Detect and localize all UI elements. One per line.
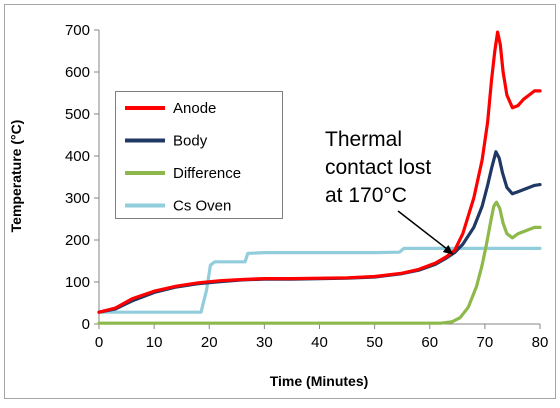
y-tick-label: 400 <box>65 148 90 165</box>
y-tick-label: 100 <box>65 274 90 291</box>
x-tick-label: 80 <box>532 334 549 351</box>
x-tick-label: 30 <box>256 334 273 351</box>
legend-label-body: Body <box>173 133 208 150</box>
y-tick-label: 200 <box>65 232 90 249</box>
x-tick-label: 70 <box>477 334 494 351</box>
legend: Anode Body Difference Cs Oven <box>115 91 283 219</box>
x-tick-label: 20 <box>201 334 218 351</box>
x-tick-label: 50 <box>366 334 383 351</box>
x-tick-label: 40 <box>311 334 328 351</box>
legend-label-anode: Anode <box>173 100 216 117</box>
y-tick-label: 500 <box>65 106 90 123</box>
x-tick-label: 10 <box>146 334 163 351</box>
y-tick-label: 300 <box>65 190 90 207</box>
y-axis-title: Temperature (°C) <box>8 120 24 233</box>
y-tick-label: 0 <box>82 316 90 333</box>
legend-label-difference: Difference <box>173 165 241 182</box>
y-tick-label: 700 <box>65 22 90 39</box>
annotation-text-line: contact lost <box>325 156 431 179</box>
annotation-arrow-line <box>397 210 451 253</box>
annotation-text-line: Thermal <box>325 128 402 151</box>
annotation: Thermal contact lost at 170°C <box>325 128 454 255</box>
y-tick-label: 600 <box>65 64 90 81</box>
x-tick-label: 60 <box>421 334 438 351</box>
legend-box <box>115 91 283 219</box>
series-line-difference <box>97 200 542 325</box>
annotation-arrow-head <box>442 245 454 255</box>
legend-label-cs-oven: Cs Oven <box>173 198 231 215</box>
x-tick-label: 0 <box>95 334 103 351</box>
x-axis-title: Time (Minutes) <box>270 373 369 389</box>
annotation-text-line: at 170°C <box>325 184 407 207</box>
